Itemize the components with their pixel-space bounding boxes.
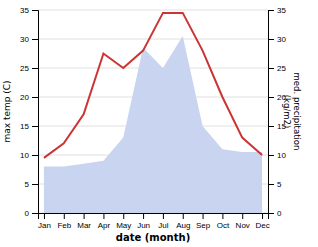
tick-label: Sep: [196, 221, 211, 230]
tick-label: Apr: [98, 221, 111, 230]
tick: Feb: [57, 213, 71, 230]
tick-mark: [268, 68, 274, 69]
tick-label: 5: [277, 180, 282, 189]
chart-svg: Jan Feb Mar Apr May Jun Jul Aug Sep Oct Nov Dec 0 5 10…: [0, 0, 318, 247]
tick-mark: [268, 126, 274, 127]
tick-label: 35: [277, 6, 286, 15]
tick-label: 25: [20, 64, 29, 73]
tick-label: Jun: [137, 221, 150, 230]
line: [44, 13, 262, 158]
tick-label: 5: [25, 180, 30, 189]
tick-mark: [262, 213, 263, 219]
tick: 10: [20, 151, 38, 160]
tick-label: Nov: [236, 221, 250, 230]
tick-label: Feb: [57, 221, 71, 230]
tick-label: Aug: [176, 221, 190, 230]
x-axis-title: date (month): [116, 232, 190, 243]
tick: 30: [20, 35, 38, 44]
tick-mark: [203, 213, 204, 219]
tick: Jul: [158, 213, 168, 230]
tick-label: 0: [25, 209, 30, 218]
tick-label: 10: [277, 151, 286, 160]
y-axis: 0 5 10 15 20 25 30 35: [20, 6, 38, 218]
tick-mark: [268, 184, 274, 185]
tick-mark: [268, 213, 274, 214]
tick-mark: [268, 97, 274, 98]
tick-mark: [32, 155, 38, 156]
tick-label: 20: [20, 93, 29, 102]
plot: Jan Feb Mar Apr May Jun Jul Aug Sep Oct Nov Dec 0 5 10…: [20, 6, 286, 230]
tick-mark: [44, 213, 45, 219]
tick: Nov: [236, 213, 250, 230]
tick: 35: [20, 6, 38, 15]
tick: Jun: [137, 213, 150, 230]
tick: Sep: [196, 213, 211, 230]
tick: 35: [268, 6, 286, 15]
tick-label: May: [116, 221, 131, 230]
tick-mark: [268, 39, 274, 40]
tick-mark: [32, 68, 38, 69]
grid-line: [38, 10, 268, 11]
grid-line: [38, 39, 268, 40]
tick-label: 10: [20, 151, 29, 160]
tick: Jan: [38, 213, 51, 230]
tick: Dec: [255, 213, 269, 230]
tick-label: Mar: [77, 221, 91, 230]
tick: Aug: [176, 213, 190, 230]
axis-line: [32, 11, 39, 214]
tick-mark: [163, 213, 164, 219]
y2-axis-title: med. precipitation(kg/m2): [282, 73, 302, 151]
tick-mark: [268, 155, 274, 156]
tick-mark: [123, 213, 124, 219]
tick-mark: [32, 97, 38, 98]
tick-mark: [143, 213, 144, 219]
tick-label: 30: [20, 35, 29, 44]
y2-axis-title-line: (kg/m2): [282, 95, 292, 129]
tick-mark: [64, 213, 65, 219]
tick-mark: [222, 213, 223, 219]
tick-label: Oct: [217, 221, 230, 230]
tick-mark: [103, 213, 104, 219]
tick: 0: [268, 209, 282, 218]
tick-label: 35: [20, 6, 29, 15]
tick-mark: [32, 10, 38, 11]
tick: 20: [20, 93, 38, 102]
tick-mark: [268, 10, 274, 11]
tick-label: 15: [20, 122, 29, 131]
tick-mark: [242, 213, 243, 219]
tick-label: Jul: [158, 221, 168, 230]
tick-mark: [183, 213, 184, 219]
y-axis-title: max temp (C): [2, 80, 12, 142]
tick: Mar: [77, 213, 91, 230]
x-axis: Jan Feb Mar Apr May Jun Jul Aug Sep Oct Nov Dec: [38, 213, 270, 230]
tick: 10: [268, 151, 286, 160]
axis-line: [39, 214, 269, 220]
tick-mark: [32, 39, 38, 40]
tick: 5: [268, 180, 282, 189]
tick: 5: [25, 180, 38, 189]
tick-label: Dec: [255, 221, 269, 230]
tick: Oct: [217, 213, 230, 230]
tick: 25: [268, 64, 286, 73]
tick: 15: [20, 122, 38, 131]
tick: 0: [25, 209, 38, 218]
grid: [38, 10, 268, 213]
tick-mark: [32, 213, 38, 214]
tick: Apr: [98, 213, 111, 230]
tick: 25: [20, 64, 38, 73]
tick-mark: [84, 213, 85, 219]
axis-line: [269, 11, 275, 214]
tick-label: 0: [277, 209, 282, 218]
tick: 30: [268, 35, 286, 44]
tick-label: 30: [277, 35, 286, 44]
tick: May: [116, 213, 131, 230]
y2-axis-title-line: med. precipitation: [292, 73, 302, 151]
tick-mark: [32, 126, 38, 127]
chart-container: Jan Feb Mar Apr May Jun Jul Aug Sep Oct Nov Dec 0 5 10…: [0, 0, 318, 247]
tick-mark: [32, 184, 38, 185]
marks: [44, 13, 262, 213]
tick-label: 25: [277, 64, 286, 73]
tick-label: Jan: [38, 221, 51, 230]
